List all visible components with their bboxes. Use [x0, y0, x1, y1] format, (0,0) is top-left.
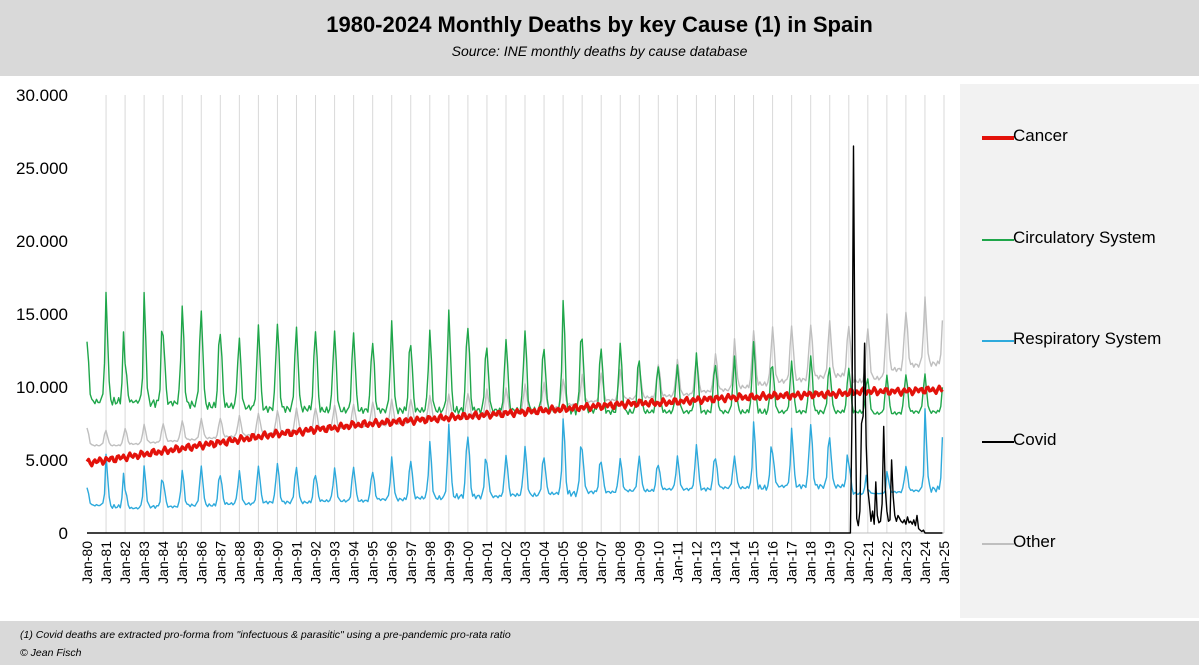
- y-tick-label: 30.000: [16, 86, 68, 105]
- y-tick-label: 15.000: [16, 305, 68, 324]
- x-tick-label: Jan-82: [117, 541, 133, 584]
- y-tick-label: 25.000: [16, 159, 68, 178]
- legend: Cancer Circulatory System Respiratory Sy…: [960, 84, 1199, 618]
- x-tick-label: Jan-09: [631, 541, 647, 584]
- legend-label-covid: Covid: [1013, 430, 1057, 449]
- legend-swatch-covid: [982, 441, 1014, 443]
- x-tick-label: Jan-19: [822, 541, 838, 584]
- x-tick-label: Jan-81: [98, 541, 114, 584]
- y-tick-label: 0: [59, 524, 68, 543]
- vertical-gridlines: [105, 95, 945, 533]
- x-tick-label: Jan-86: [193, 541, 209, 584]
- x-tick-label: Jan-05: [555, 541, 571, 584]
- x-tick-label: Jan-83: [136, 541, 152, 584]
- x-tick-label: Jan-91: [288, 541, 304, 584]
- x-tick-label: Jan-80: [79, 541, 95, 584]
- x-tick-label: Jan-10: [650, 541, 666, 584]
- x-tick-label: Jan-85: [174, 541, 190, 584]
- x-tick-label: Jan-88: [231, 541, 247, 584]
- series-lines: [85, 145, 944, 534]
- series-line-respiratory-system: [86, 408, 944, 510]
- legend-label-respiratory: Respiratory System: [1013, 329, 1162, 348]
- x-tick-label: Jan-95: [365, 541, 381, 584]
- chart-footer: (1) Covid deaths are extracted pro-forma…: [0, 621, 1199, 665]
- x-tick-label: Jan-21: [860, 541, 876, 584]
- x-tick-label: Jan-18: [803, 541, 819, 584]
- credit: © Jean Fisch: [20, 647, 82, 659]
- legend-label-other: Other: [1013, 532, 1056, 551]
- x-tick-label: Jan-89: [250, 541, 266, 584]
- y-tick-label: 10.000: [16, 378, 68, 397]
- x-tick-label: Jan-12: [688, 541, 704, 584]
- legend-label-cancer: Cancer: [1013, 126, 1068, 145]
- x-axis: Jan-80 Jan-81 Jan-82 Jan-83 Jan-84 Jan-85 Jan-…: [79, 532, 952, 584]
- x-tick-label: Jan-01: [479, 541, 495, 584]
- x-tick-label: Jan-97: [403, 541, 419, 584]
- x-tick-label: Jan-98: [422, 541, 438, 584]
- x-tick-label: Jan-17: [784, 541, 800, 584]
- x-tick-label: Jan-08: [612, 541, 628, 584]
- series-line-covid: [87, 145, 943, 534]
- legend-swatch-other: [982, 543, 1014, 545]
- x-tick-label: Jan-00: [460, 541, 476, 584]
- legend-label-circulatory: Circulatory System: [1013, 228, 1156, 247]
- legend-swatch-circulatory: [982, 239, 1014, 241]
- y-axis: 0 5.000 10.000 15.000 20.000 25.000 30.000: [16, 86, 68, 543]
- x-tick-label: Jan-99: [441, 541, 457, 584]
- chart-header: 1980-2024 Monthly Deaths by key Cause (1…: [0, 0, 1199, 76]
- legend-swatch-respiratory: [982, 340, 1014, 342]
- x-tick-label: Jan-11: [669, 541, 685, 583]
- x-tick-label: Jan-03: [517, 541, 533, 584]
- x-tick-label: Jan-13: [707, 541, 723, 584]
- x-tick-label: Jan-94: [346, 541, 362, 584]
- line-chart: 0 5.000 10.000 15.000 20.000 25.000 30.000 Jan…: [16, 86, 952, 584]
- x-tick-label: Jan-22: [879, 541, 895, 584]
- x-tick-label: Jan-07: [593, 541, 609, 584]
- x-tick-label: Jan-96: [384, 541, 400, 584]
- series-line-cancer: [85, 384, 944, 468]
- x-tick-label: Jan-23: [898, 541, 914, 584]
- x-tick-label: Jan-16: [765, 541, 781, 584]
- x-tick-label: Jan-25: [936, 541, 952, 584]
- x-tick-label: Jan-06: [574, 541, 590, 584]
- x-tick-label: Jan-15: [746, 541, 762, 584]
- x-tick-label: Jan-04: [536, 541, 552, 584]
- x-tick-label: Jan-90: [269, 541, 285, 584]
- x-tick-label: Jan-84: [155, 541, 171, 584]
- y-tick-label: 5.000: [25, 451, 68, 470]
- x-tick-label: Jan-02: [498, 541, 514, 584]
- x-tick-label: Jan-87: [212, 541, 228, 584]
- chart-title: 1980-2024 Monthly Deaths by key Cause (1…: [326, 12, 873, 37]
- x-tick-label: Jan-14: [727, 541, 743, 584]
- x-tick-label: Jan-24: [917, 541, 933, 584]
- y-tick-label: 20.000: [16, 232, 68, 251]
- x-tick-label: Jan-93: [327, 541, 343, 584]
- chart-subtitle: Source: INE monthly deaths by cause data…: [451, 43, 748, 59]
- legend-swatch-cancer: [982, 136, 1014, 140]
- series-line-other: [86, 296, 944, 447]
- x-tick-label: Jan-20: [841, 541, 857, 584]
- footnote: (1) Covid deaths are extracted pro-forma…: [20, 629, 511, 641]
- x-tick-label: Jan-92: [308, 541, 324, 584]
